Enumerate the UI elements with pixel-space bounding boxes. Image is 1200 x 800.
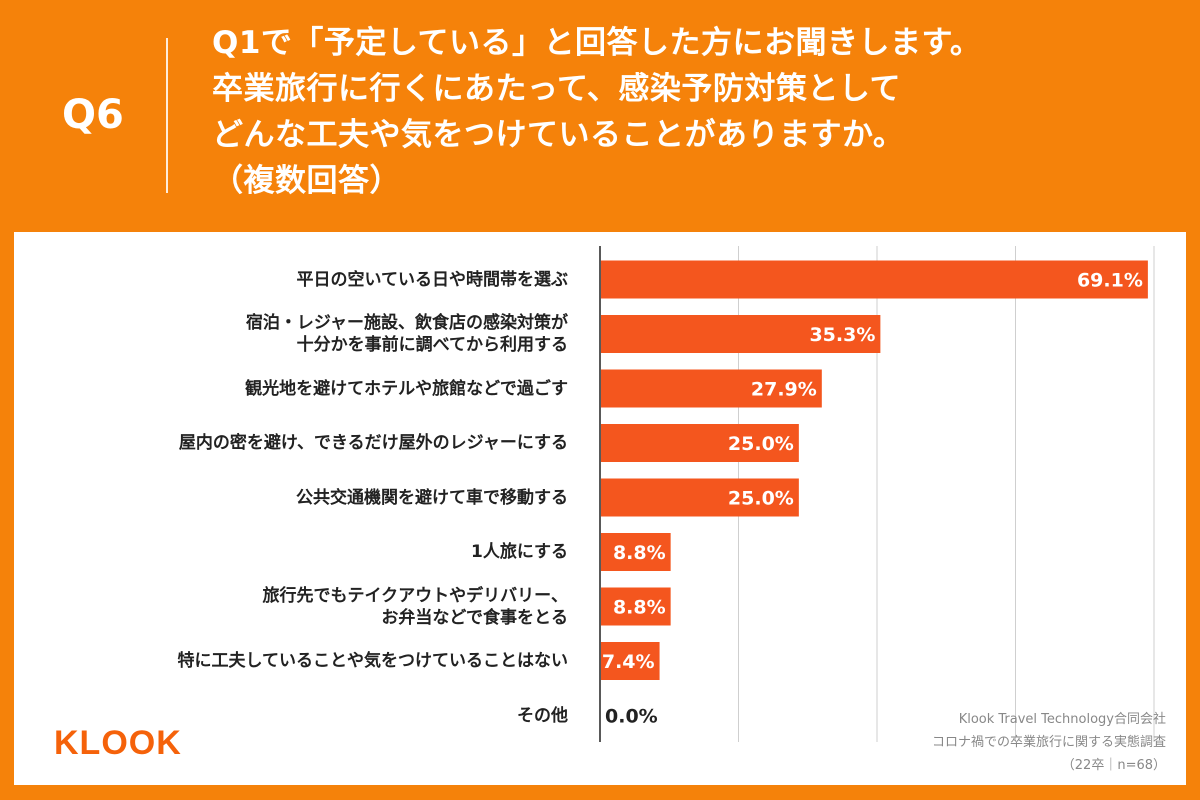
category-label-line: 十分かを事前に調べてから利用する xyxy=(296,335,568,355)
bar xyxy=(601,260,1148,299)
data-label: 27.9% xyxy=(751,379,817,401)
category-label: 公共交通機関を避けて車で移動する xyxy=(296,487,568,509)
category-label-line: 宿泊・レジャー施設、飲食店の感染対策が xyxy=(245,313,568,333)
category-label-line: 公共交通機関を避けて車で移動する xyxy=(296,487,568,508)
category-label-line: その他 xyxy=(517,705,568,726)
chart-panel: 69.1% 35.3% 27.9% 25.0% 25.0% 8.8% 8.8% 7.4% 0.0… xyxy=(14,232,1186,785)
data-label: 35.3% xyxy=(809,324,875,346)
source-line: Klook Travel Technology合同会社 xyxy=(958,712,1166,727)
klook-logo: KLOOK xyxy=(54,724,182,762)
category-label: 旅行先でもテイクアウトやデリバリー、 お弁当などで食事をとる xyxy=(263,585,569,629)
question-line: 卒業旅行に行くにあたって、感染予防対策として xyxy=(212,71,901,107)
category-label: 屋内の密を避け、できるだけ屋外のレジャーにする xyxy=(179,432,568,454)
source-note: Klook Travel Technology合同会社 コロナ禍での卒業旅行に関… xyxy=(932,708,1166,777)
header: Q6 Q1で「予定している」と回答した方にお聞きします。 卒業旅行に行くにあたっ… xyxy=(0,0,1200,230)
category-label-line: お弁当などで食事をとる xyxy=(381,607,568,628)
question-line: Q1で「予定している」と回答した方にお聞きします。 xyxy=(212,25,982,61)
category-label-line: 観光地を避けてホテルや旅館などで過ごす xyxy=(245,378,568,399)
source-line: （22卒｜n=68） xyxy=(1061,758,1166,773)
category-label: その他 xyxy=(517,705,568,727)
category-label: 平日の空いている日や時間帯を選ぶ xyxy=(297,269,569,291)
bar xyxy=(601,533,671,571)
header-divider xyxy=(166,38,168,193)
category-label-line: 特に工夫していることや気をつけていることはない xyxy=(177,651,569,671)
category-label: 1人旅にする xyxy=(471,541,568,563)
category-label-line: 屋内の密を避け、できるだけ屋外のレジャーにする xyxy=(178,433,568,453)
question-number: Q6 xyxy=(62,92,124,138)
bar-chart: 69.1% 35.3% 27.9% 25.0% 25.0% 8.8% 8.8% 7.4% 0.0… xyxy=(599,246,1155,742)
category-label: 宿泊・レジャー施設、飲食店の感染対策が 十分かを事前に調べてから利用する xyxy=(246,312,568,356)
category-label-line: 旅行先でもテイクアウトやデリバリー、 xyxy=(262,585,569,606)
data-label: 25.0% xyxy=(728,433,794,455)
source-line: コロナ禍での卒業旅行に関する実態調査 xyxy=(931,735,1166,750)
bar xyxy=(601,642,660,680)
category-label: 特に工夫していることや気をつけていることはない xyxy=(178,650,569,672)
data-label: 8.8% xyxy=(613,542,666,564)
data-label: 25.0% xyxy=(728,488,794,510)
data-label: 69.1% xyxy=(1077,270,1143,292)
data-label: 7.4% xyxy=(602,651,655,673)
category-label-line: 平日の空いている日や時間帯を選ぶ xyxy=(296,269,569,290)
question-text: Q1で「予定している」と回答した方にお聞きします。 卒業旅行に行くにあたって、感… xyxy=(212,20,1112,204)
bar xyxy=(601,315,881,353)
data-label: 8.8% xyxy=(613,597,666,619)
bar xyxy=(601,587,671,626)
category-label-line: 1人旅にする xyxy=(471,542,568,562)
question-line: どんな工夫や気をつけていることがありますか。 xyxy=(212,117,905,153)
question-line: （複数回答） xyxy=(212,163,401,199)
data-label: 0.0% xyxy=(605,706,658,728)
bar xyxy=(601,369,822,408)
category-label: 観光地を避けてホテルや旅館などで過ごす xyxy=(245,378,568,400)
bar xyxy=(601,424,799,462)
bar xyxy=(601,478,799,517)
